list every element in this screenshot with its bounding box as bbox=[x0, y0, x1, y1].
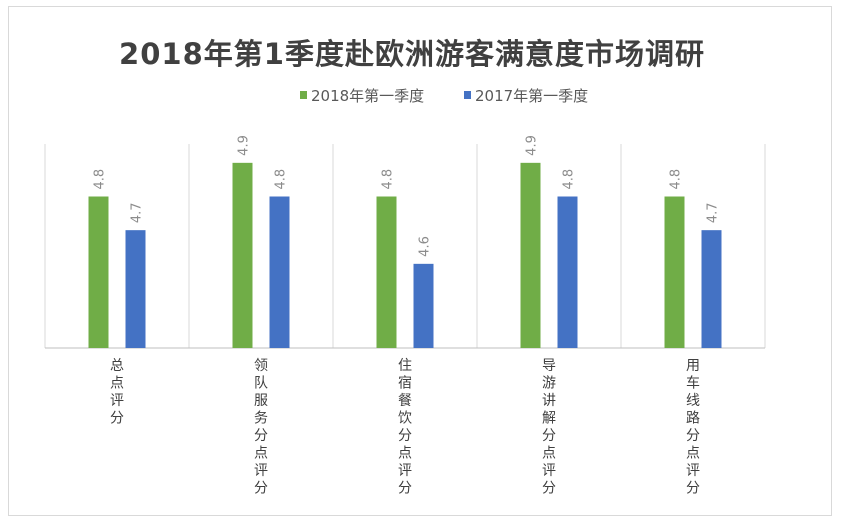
bar bbox=[413, 263, 434, 348]
data-label: 4.9 bbox=[237, 135, 252, 156]
data-label: 4.7 bbox=[130, 202, 145, 223]
data-label: 4.8 bbox=[381, 169, 396, 190]
legend: 2018年第一季度 2017年第一季度 bbox=[300, 87, 588, 105]
bar bbox=[664, 196, 685, 348]
chart-title: 2018年第1季度赴欧洲游客满意度市场调研 bbox=[119, 37, 705, 71]
bar bbox=[376, 196, 397, 348]
bar bbox=[88, 196, 109, 348]
bar bbox=[557, 196, 578, 348]
legend-swatch bbox=[464, 91, 471, 99]
category-label: 总点评分 bbox=[110, 358, 124, 427]
plot-area: 4.8 4.7 总点评分 4.9 4.8 领队服务分点评分 4.8 4.6 住宿餐饮分点评分 4.… bbox=[44, 135, 766, 497]
category-label: 用车线路分点评分 bbox=[686, 358, 700, 497]
data-label: 4.9 bbox=[525, 135, 540, 156]
category-label: 住宿餐饮分点评分 bbox=[398, 358, 412, 497]
category-label: 导游讲解分点评分 bbox=[542, 358, 556, 497]
legend-label: 2018年第一季度 bbox=[311, 87, 424, 105]
legend-swatch bbox=[300, 91, 307, 99]
bar bbox=[125, 230, 146, 348]
bar bbox=[269, 196, 290, 348]
data-label: 4.8 bbox=[669, 169, 684, 190]
bar bbox=[701, 230, 722, 348]
bar bbox=[520, 162, 541, 348]
data-label: 4.6 bbox=[418, 236, 433, 257]
data-label: 4.8 bbox=[562, 169, 577, 190]
category-label: 领队服务分点评分 bbox=[254, 358, 268, 497]
data-label: 4.7 bbox=[706, 202, 721, 223]
data-label: 4.8 bbox=[274, 169, 289, 190]
bar bbox=[232, 162, 253, 348]
legend-label: 2017年第一季度 bbox=[475, 87, 588, 105]
data-label: 4.8 bbox=[93, 169, 108, 190]
